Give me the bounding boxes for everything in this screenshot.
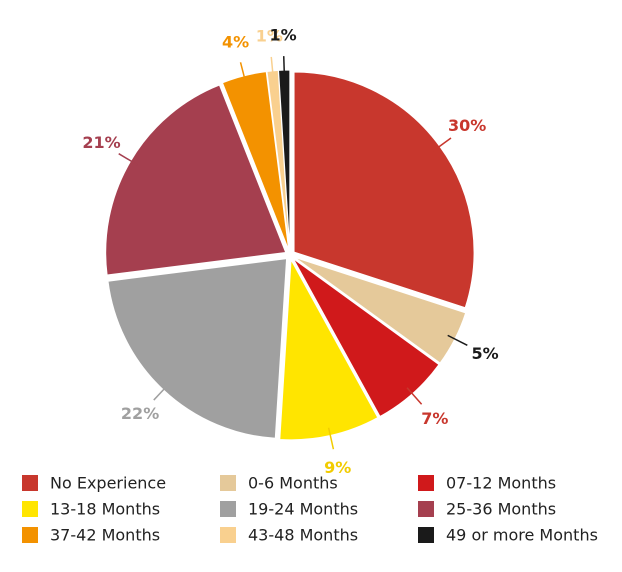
data-label: 5% <box>472 344 499 363</box>
leader-line <box>118 153 139 166</box>
legend-swatch <box>418 475 434 491</box>
legend-label: 25-36 Months <box>446 500 556 519</box>
leader-line <box>153 383 170 401</box>
legend-swatch <box>220 527 236 543</box>
legend-label: 37-42 Months <box>50 526 160 545</box>
legend-label: 0-6 Months <box>248 474 338 493</box>
legend-swatch <box>418 527 434 543</box>
legend-swatch <box>220 475 236 491</box>
legend-label: 19-24 Months <box>248 500 358 519</box>
data-label: 9% <box>324 458 351 477</box>
legend-swatch <box>22 501 38 517</box>
legend-label: 13-18 Months <box>50 500 160 519</box>
leader-line <box>327 427 335 450</box>
data-label: 1% <box>256 26 283 45</box>
legend-label: 07-12 Months <box>446 474 556 493</box>
legend-label: 49 or more Months <box>446 526 598 545</box>
leader-line <box>282 56 286 79</box>
leader-line <box>432 137 452 152</box>
data-label: 30% <box>448 116 486 135</box>
legend-swatch <box>22 475 38 491</box>
legend-swatch <box>418 501 434 517</box>
data-label: 7% <box>421 409 448 428</box>
data-label: 22% <box>121 404 159 423</box>
legend-label: No Experience <box>50 474 166 493</box>
data-label: 4% <box>222 32 249 51</box>
leader-line <box>270 56 275 79</box>
data-label: 1% <box>270 26 297 45</box>
data-label: 21% <box>82 133 120 152</box>
leader-line <box>447 334 468 347</box>
leader-line <box>239 62 247 84</box>
legend-swatch <box>220 501 236 517</box>
legend-swatch <box>22 527 38 543</box>
leader-line <box>406 387 423 405</box>
legend-label: 43-48 Months <box>248 526 358 545</box>
